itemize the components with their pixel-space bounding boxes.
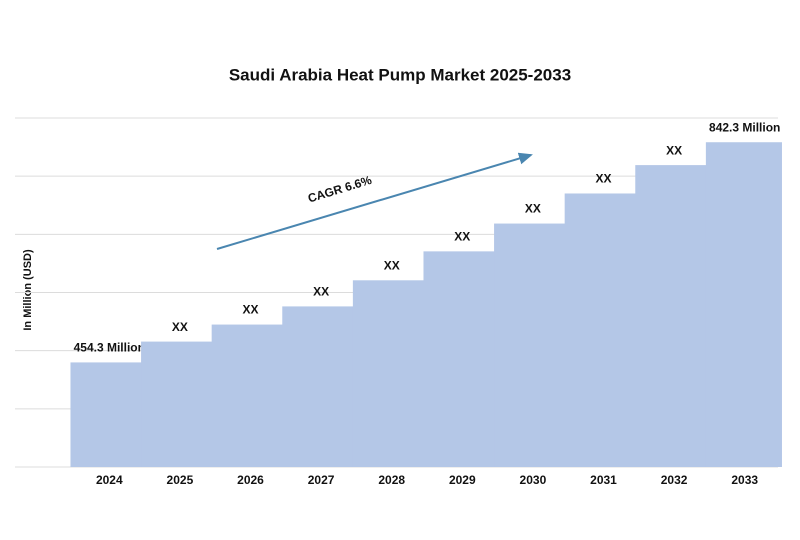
x-tick-label: 2027 [308,473,335,487]
x-tick-label: 2032 [661,473,688,487]
bar [352,280,429,467]
bar [635,165,712,467]
value-label: XX [242,303,258,317]
x-tick-label: 2033 [731,473,758,487]
cagr-annotation: CAGR 6.6% [306,173,374,206]
y-axis-label: In Million (USD) [22,249,34,331]
value-label: XX [454,230,470,244]
value-label: 842.3 Million [709,120,780,134]
x-tick-label: 2025 [167,473,194,487]
value-label: XX [595,172,611,186]
bar [141,341,218,467]
value-label: XX [666,143,682,157]
bar [564,193,641,467]
x-tick-label: 2026 [237,473,264,487]
value-label: XX [313,285,329,299]
bar [494,223,571,467]
x-tick-label: 2031 [590,473,617,487]
x-tick-label: 2024 [96,473,123,487]
value-label: 454.3 Million [74,341,145,355]
x-tick-label: 2029 [449,473,476,487]
value-label: XX [384,258,400,272]
cagr-arrow [216,152,533,250]
bar [211,324,288,467]
chart-title: Saudi Arabia Heat Pump Market 2025-2033 [229,65,571,84]
x-tick-label: 2028 [378,473,405,487]
bar [70,362,147,467]
bar [423,251,500,467]
value-label: XX [172,320,188,334]
value-label: XX [525,202,541,216]
x-tick-label: 2030 [520,473,547,487]
bar [282,306,359,467]
bar [705,142,782,467]
